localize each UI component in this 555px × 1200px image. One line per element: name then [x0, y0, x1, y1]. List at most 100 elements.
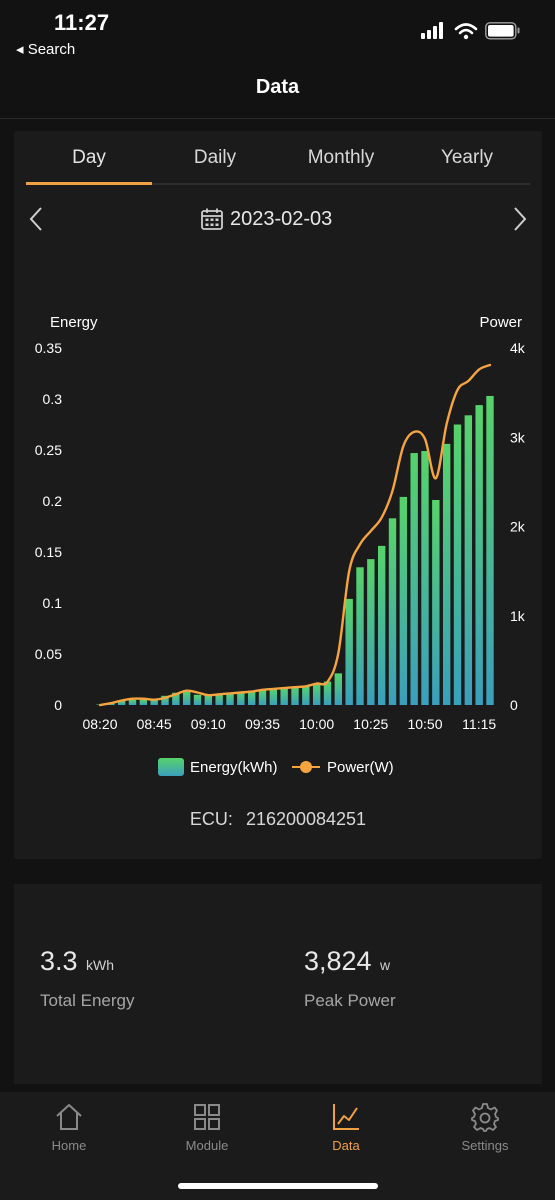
energy-bar	[117, 700, 126, 705]
status-bar: 11:27 ◂ Search	[0, 0, 555, 66]
left-axis-tick: 0.1	[43, 595, 63, 611]
legend-energy-label: Energy(kWh)	[190, 759, 278, 776]
left-axis-tick: 0.35	[35, 340, 62, 356]
signal-icon	[421, 22, 443, 39]
left-axis-tick: 0	[54, 697, 62, 713]
right-axis-tick: 1k	[510, 608, 526, 624]
energy-bar	[204, 694, 213, 705]
left-axis-label: Energy	[50, 314, 98, 331]
energy-bar	[323, 681, 332, 705]
bottom-tab-bar: Home Module Data Settings	[0, 1092, 555, 1200]
tab-day[interactable]: Day	[72, 147, 106, 168]
tabbar-module[interactable]: Module	[157, 1102, 257, 1153]
energy-power-chart: Energy Power 00.050.10.150.20.250.30.35 …	[35, 314, 526, 776]
energy-bar	[421, 451, 429, 705]
peak-power-unit: w	[380, 957, 391, 973]
back-to-search-link[interactable]: ◂ Search	[16, 41, 76, 58]
tabbar-home-label: Home	[51, 1138, 87, 1153]
x-axis-tick: 09:10	[191, 716, 226, 732]
energy-bar	[150, 698, 158, 705]
energy-bar	[367, 559, 375, 705]
energy-bar	[269, 688, 278, 705]
total-energy-value: 3.3	[40, 946, 78, 976]
battery-icon	[485, 22, 520, 40]
energy-bar	[453, 424, 462, 705]
calendar-icon	[201, 208, 223, 230]
nav-divider	[0, 118, 555, 119]
chart-card: Day Daily Monthly Yearly 2023-02-03	[14, 131, 542, 859]
tabbar-settings[interactable]: Settings	[435, 1102, 535, 1153]
left-axis-tick: 0.15	[35, 544, 62, 560]
selected-date: 2023-02-03	[230, 207, 333, 230]
energy-bar	[302, 685, 310, 705]
page-title: Data	[255, 76, 300, 98]
right-axis-ticks: 0 1k 2k 3k 4k	[510, 340, 526, 713]
status-time: 11:27	[54, 10, 110, 35]
energy-bar	[312, 683, 321, 705]
energy-bar	[464, 415, 473, 705]
total-energy-label: Total Energy	[40, 991, 135, 1010]
tabbar-home[interactable]: Home	[19, 1102, 119, 1153]
left-axis-tick: 0.2	[43, 493, 63, 509]
tab-yearly[interactable]: Yearly	[440, 147, 494, 168]
energy-bar	[410, 453, 418, 705]
energy-bar	[139, 699, 148, 705]
previous-date-chevron-icon[interactable]	[24, 205, 48, 233]
energy-bars	[96, 395, 494, 705]
energy-bar	[442, 443, 451, 705]
tabbar-settings-label: Settings	[461, 1138, 509, 1153]
energy-bar	[345, 598, 353, 705]
left-axis-tick: 0.05	[35, 646, 62, 662]
energy-bar	[247, 690, 256, 705]
x-axis-tick: 08:20	[82, 716, 117, 732]
energy-bar	[356, 567, 364, 705]
x-axis-tick: 09:35	[245, 716, 280, 732]
tabbar-module-label: Module	[185, 1138, 229, 1153]
energy-bar	[193, 694, 202, 705]
energy-bar	[399, 496, 408, 705]
right-axis-tick: 0	[510, 697, 518, 713]
tabbar-data[interactable]: Data	[296, 1102, 396, 1153]
status-icons	[421, 22, 520, 40]
right-axis-tick: 2k	[510, 519, 526, 535]
grid-icon	[194, 1104, 220, 1130]
chart-icon	[333, 1104, 359, 1130]
energy-bar	[161, 695, 169, 705]
gear-icon	[471, 1103, 499, 1132]
legend-energy-swatch	[158, 758, 184, 776]
x-axis-tick: 10:00	[299, 716, 334, 732]
total-energy-stat: 3.3 kWh Total Energy	[40, 946, 135, 1011]
energy-bar	[237, 691, 245, 705]
energy-bar	[291, 686, 299, 705]
ecu-value: 216200084251	[245, 809, 367, 829]
summary-card: 3.3 kWh Total Energy 3,824 w Peak Power	[14, 884, 542, 1084]
right-axis-label: Power	[479, 314, 522, 331]
power-line	[98, 363, 492, 707]
tab-monthly[interactable]: Monthly	[307, 147, 375, 168]
energy-bar	[182, 691, 191, 705]
active-tab-indicator	[26, 182, 152, 185]
energy-bar	[215, 693, 223, 705]
ecu-label: ECU:	[189, 809, 233, 829]
total-energy-unit: kWh	[86, 957, 114, 973]
home-icon	[56, 1104, 82, 1130]
energy-bar	[258, 689, 267, 705]
energy-bar	[334, 673, 343, 705]
x-axis-tick: 08:45	[137, 716, 172, 732]
x-axis-tick: 11:15	[462, 716, 496, 732]
legend-power-marker	[300, 761, 312, 773]
right-axis-tick: 4k	[510, 340, 526, 356]
back-label: Search	[27, 41, 76, 58]
x-axis-ticks: 08:20 08:45 09:10 09:35 10:00 10:25 10:50 11:15	[82, 716, 496, 732]
date-picker[interactable]: 2023-02-03	[200, 203, 332, 235]
peak-power-label: Peak Power	[304, 991, 396, 1010]
left-axis-tick: 0.3	[43, 391, 63, 407]
chart-legend: Energy(kWh) Power(W)	[158, 758, 394, 776]
right-axis-tick: 3k	[510, 429, 526, 445]
next-date-chevron-icon[interactable]	[508, 205, 532, 233]
energy-bar	[377, 545, 386, 705]
energy-bar	[475, 405, 483, 705]
tab-daily[interactable]: Daily	[193, 147, 237, 168]
energy-bar	[280, 687, 288, 705]
energy-bar	[128, 699, 137, 705]
